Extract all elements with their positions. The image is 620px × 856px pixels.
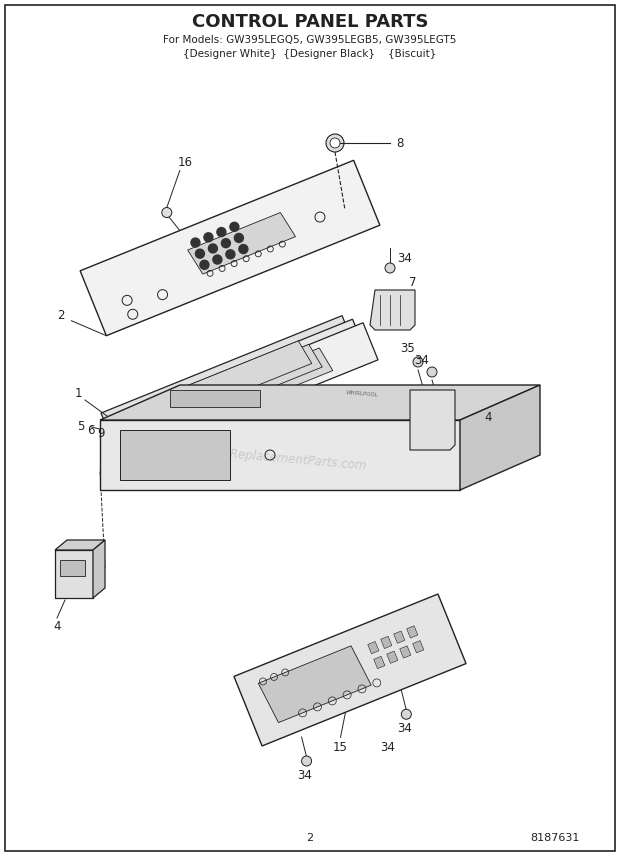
Text: 2: 2 — [306, 833, 314, 843]
Bar — [413, 640, 424, 653]
Circle shape — [221, 239, 231, 247]
Circle shape — [204, 233, 213, 241]
Text: WHIRLPOOL: WHIRLPOOL — [346, 390, 379, 398]
Text: CONTROL PANEL PARTS: CONTROL PANEL PARTS — [192, 13, 428, 31]
Text: 8: 8 — [396, 136, 404, 150]
Text: 8187631: 8187631 — [530, 833, 580, 843]
Text: 35: 35 — [401, 342, 415, 354]
Text: 4: 4 — [53, 620, 61, 633]
Circle shape — [401, 710, 411, 719]
Polygon shape — [234, 594, 466, 746]
Bar — [387, 651, 398, 663]
Circle shape — [326, 134, 344, 152]
Polygon shape — [100, 385, 540, 420]
Polygon shape — [188, 212, 296, 274]
Text: 34: 34 — [397, 252, 412, 265]
Text: 34: 34 — [415, 354, 430, 366]
Polygon shape — [162, 348, 333, 434]
Circle shape — [413, 357, 423, 367]
Text: 16: 16 — [177, 156, 192, 169]
Polygon shape — [122, 323, 378, 457]
Circle shape — [301, 756, 312, 766]
Text: 15: 15 — [333, 740, 348, 754]
Circle shape — [330, 138, 340, 148]
Polygon shape — [80, 160, 380, 336]
Circle shape — [239, 245, 248, 253]
Polygon shape — [120, 430, 230, 480]
Text: 6: 6 — [87, 424, 95, 437]
Circle shape — [208, 244, 218, 253]
Text: 1: 1 — [74, 387, 82, 400]
Polygon shape — [170, 390, 260, 407]
Polygon shape — [112, 319, 368, 454]
Text: 5: 5 — [77, 420, 84, 433]
Text: 2: 2 — [58, 309, 65, 322]
Text: 34: 34 — [380, 740, 395, 754]
Circle shape — [191, 238, 200, 247]
Circle shape — [217, 228, 226, 236]
Text: For Models: GW395LEGQ5, GW395LEGB5, GW395LEGT5: For Models: GW395LEGQ5, GW395LEGB5, GW39… — [163, 35, 457, 45]
Bar — [60, 560, 85, 576]
Bar — [381, 636, 392, 649]
Circle shape — [195, 249, 205, 259]
Text: 34: 34 — [397, 722, 412, 734]
Polygon shape — [55, 540, 105, 550]
Polygon shape — [93, 540, 105, 598]
Circle shape — [213, 255, 222, 264]
Bar — [400, 645, 411, 658]
Polygon shape — [100, 420, 460, 490]
Circle shape — [226, 250, 235, 259]
Circle shape — [230, 223, 239, 231]
Polygon shape — [370, 290, 415, 330]
Circle shape — [200, 260, 209, 270]
Bar — [368, 641, 379, 654]
Bar — [407, 626, 418, 638]
Text: {Designer White}  {Designer Black}    {Biscuit}: {Designer White} {Designer Black} {Biscu… — [184, 49, 436, 59]
Circle shape — [427, 367, 437, 377]
Polygon shape — [141, 341, 312, 427]
Text: eReplacementParts.com: eReplacementParts.com — [223, 447, 368, 473]
Bar — [374, 657, 385, 669]
Polygon shape — [460, 385, 540, 490]
Bar — [394, 631, 405, 643]
Text: 4: 4 — [484, 411, 492, 424]
Polygon shape — [259, 646, 371, 722]
Polygon shape — [410, 390, 455, 450]
Text: 7: 7 — [409, 276, 417, 289]
Text: 9: 9 — [98, 427, 105, 440]
Polygon shape — [55, 550, 93, 598]
Polygon shape — [101, 316, 357, 450]
Polygon shape — [151, 344, 322, 431]
Text: 34: 34 — [297, 769, 312, 782]
Circle shape — [234, 234, 244, 242]
Circle shape — [385, 263, 395, 273]
Circle shape — [162, 207, 172, 217]
